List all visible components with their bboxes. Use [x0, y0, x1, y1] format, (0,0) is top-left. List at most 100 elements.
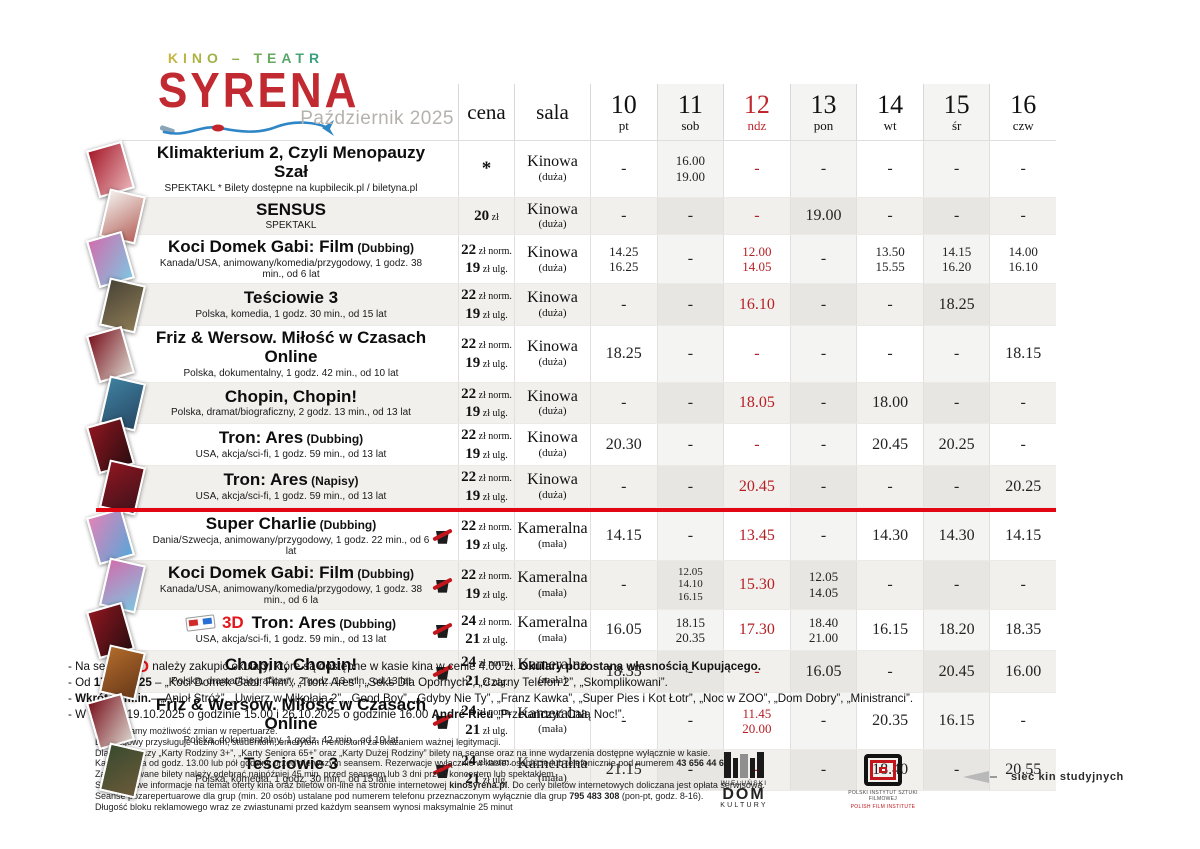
- notes-block: - Na seans 3D należy zakupić okulary, kt…: [68, 658, 913, 723]
- movie-version-tag: (Dubbing): [354, 566, 415, 581]
- fine-print-block: Zastrzegamy możliwość zmian w repertuarz…: [95, 726, 765, 812]
- table-header-row: cena sala 10 pt 11 sob 12 ndz 13 pon 14 wt 15 śr 16 c…: [122, 84, 1056, 141]
- showtime-cell-day-10: 20.30: [590, 424, 657, 466]
- movie-title-cell: Friz & Wersow. Miłość w Czasach Online Po…: [122, 693, 458, 749]
- price-cell: 22 zł norm. 19 zł ulg.: [458, 424, 514, 466]
- day-header-13: 13 pon: [789, 84, 857, 140]
- schedule-body: Klimakterium 2, Czyli Menopauzy Szał SPEK…: [85, 140, 1056, 799]
- hall-cell: Kinowa (duża): [514, 382, 590, 424]
- movie-subtitle: Kanada/USA, animowany/komedia/przygodowy…: [159, 583, 423, 606]
- day-header-10: 10 pt: [590, 84, 657, 140]
- siec-kin-studyjnych-logo: sieć kin studyjnych: [963, 770, 1124, 784]
- showtime-cell-day-15: -: [922, 382, 990, 424]
- day-header-14: 14 wt: [856, 84, 923, 140]
- hall-cell: Kameralna (mała): [514, 693, 590, 749]
- price-cell: 24 zł norm. 21 zł ulg.: [458, 609, 514, 651]
- showtime-cell-day-10: 14.25 16.25: [590, 235, 657, 284]
- skn-label: sieć kin studyjnych: [1011, 771, 1124, 783]
- movie-row: SENSUS SPEKTAKL 20 zł Kinowa (duża) - - -19.00-…: [98, 188, 1056, 245]
- hall-cell: Kinowa (duża): [514, 466, 590, 507]
- wdk-line3: KULTURY: [720, 802, 768, 809]
- showtime-cell-day-12: 11.45 20.00: [723, 693, 790, 749]
- showtime-cell-day-14: 18.00: [856, 382, 923, 424]
- fine-print-line: Kasa czynna od godz. 13.00 lub pół godzi…: [95, 758, 731, 769]
- showtime-cell-day-13: -: [789, 466, 857, 507]
- showtime-cell-day-14: -: [856, 466, 923, 507]
- showtime-cell-day-10: 16.05: [590, 609, 657, 651]
- fine-print-line: Zastrzegamy możliwość zmian w repertuarz…: [95, 726, 278, 736]
- movie-row: Chopin, Chopin! Polska, dramat/biograficz…: [98, 375, 1056, 432]
- movie-version-tag: (Dubbing): [316, 517, 377, 532]
- movie-title: Friz & Wersow. Miłość w Czasach Online: [155, 695, 427, 733]
- price-cell: 22 zł norm. 19 zł ulg.: [458, 382, 514, 424]
- price-cell: 22 zł norm. 19 zł ulg.: [458, 511, 514, 560]
- day-header-11: 11 sob: [656, 84, 724, 140]
- showtime-cell-day-15: -: [922, 325, 990, 382]
- showtime-cell-day-11: -: [656, 382, 724, 424]
- showtime-cell-day-14: 20.45: [856, 424, 923, 466]
- hall-cell: Kameralna (mała): [514, 609, 590, 651]
- movie-version-tag: (Dubbing): [303, 432, 364, 447]
- showtime-cell-day-10: 18.35: [590, 651, 657, 693]
- movie-subtitle: Polska, dokumentalny, 1 godz. 42 min., o…: [183, 734, 399, 746]
- hall-cell: Kinowa (duża): [514, 197, 590, 235]
- fine-print-line: Seanse pozarepertuarowe dla grup (min. 2…: [95, 790, 704, 801]
- movie-title-cell: Super Charlie (Dubbing) Dania/Szwecja, an…: [122, 512, 458, 560]
- fine-print-line: Dla posiadaczy „Karty Rodziny 3+”, „Kart…: [95, 747, 711, 758]
- showtime-cell-day-12: -: [723, 141, 790, 197]
- showtime-cell-day-15: -: [922, 141, 990, 197]
- movie-title: Koci Domek Gabi: Film: [167, 562, 355, 582]
- showtime-cell-day-14: -: [856, 197, 923, 235]
- showtime-cell-day-10: 18.25: [590, 325, 657, 382]
- showtime-cell-day-16: -: [989, 693, 1056, 749]
- showtime-cell-day-12: 18.05: [723, 382, 790, 424]
- showtime-cell-day-15: -: [922, 749, 990, 791]
- day-header-16: 16 czw: [989, 84, 1056, 140]
- day-header-12: 12 ndz: [723, 84, 790, 140]
- showtime-cell-day-11: -: [656, 693, 724, 749]
- price-cell: 22 zł norm. 19 zł ulg.: [458, 560, 514, 609]
- showtime-cell-day-12: -: [723, 325, 790, 382]
- pisf-line1: POLSKI INSTYTUT SZTUKI FILMOWEJ: [848, 790, 918, 802]
- pisf-line2: POLISH FILM INSTITUTE: [850, 804, 916, 810]
- showtime-cell-day-11: -: [656, 466, 724, 507]
- movie-row: Koci Domek Gabi: Film (Dubbing) Kanada/US…: [98, 557, 1056, 614]
- showtime-cell-day-13: -: [789, 511, 857, 560]
- showtime-cell-day-13: 19.00: [789, 197, 857, 235]
- showtime-cell-day-12: 20.45: [723, 466, 790, 507]
- price-cell: 22 zł norm. 19 zł ulg.: [458, 235, 514, 284]
- showtime-cell-day-16: 14.15: [989, 511, 1056, 560]
- movie-title: Tron: Ares: [218, 428, 304, 448]
- header-title-spacer: [122, 84, 458, 140]
- showtime-cell-day-12: -: [723, 749, 790, 791]
- movie-row: Friz & Wersow. Miłość w Czasach Online Po…: [85, 325, 1056, 383]
- fine-print-line: Szczegółowe informacje na temat oferty k…: [95, 779, 765, 790]
- movie-subtitle: Polska, komedia, 1 godz. 30 min., od 15 …: [195, 308, 387, 320]
- showtime-cell-day-13: -: [789, 424, 857, 466]
- price-cell: 24 zł norm. 21 zł ulg.: [458, 651, 514, 693]
- movie-title-cell: Teściowie 3 Polska, komedia, 1 godz. 30 m…: [122, 284, 458, 325]
- showtime-cell-day-15: 18.20: [922, 609, 990, 651]
- price-cell: 24 zł norm. 21 zł ulg.: [458, 693, 514, 749]
- movie-title: Tron: Ares: [251, 613, 337, 633]
- movie-subtitle: SPEKTAKL * Bilety dostępne na kupbilecik…: [164, 182, 418, 194]
- showtime-cell-day-10: -: [590, 141, 657, 197]
- wdk-line1: WIELUŃSKI: [720, 780, 768, 787]
- showtime-cell-day-16: [989, 284, 1056, 325]
- hall-cell: Kameralna (mała): [514, 560, 590, 609]
- movie-title-cell: Chopin, Chopin! Polska, dramat/biograficz…: [122, 383, 458, 424]
- price-cell: 22 zł norm. 19 zł ulg.: [458, 284, 514, 325]
- showtime-cell-day-15: 14.30: [922, 511, 990, 560]
- hall-cell: Kameralna (mała): [514, 749, 590, 791]
- showtime-cell-day-15: -: [922, 466, 990, 507]
- gift-icon: [434, 528, 451, 544]
- showtime-cell-day-12: 12.00 14.05: [723, 235, 790, 284]
- price-cell: 24 zł norm. 21 zł ulg.: [458, 749, 514, 791]
- movie-title: Koci Domek Gabi: Film: [167, 237, 355, 257]
- showtime-cell-day-16: 20.55: [989, 749, 1056, 791]
- showtime-cell-day-16: 18.15: [989, 325, 1056, 382]
- showtime-cell-day-11: -: [656, 284, 724, 325]
- showtime-cell-day-16: 18.35: [989, 609, 1056, 651]
- movie-title: SENSUS: [256, 199, 326, 219]
